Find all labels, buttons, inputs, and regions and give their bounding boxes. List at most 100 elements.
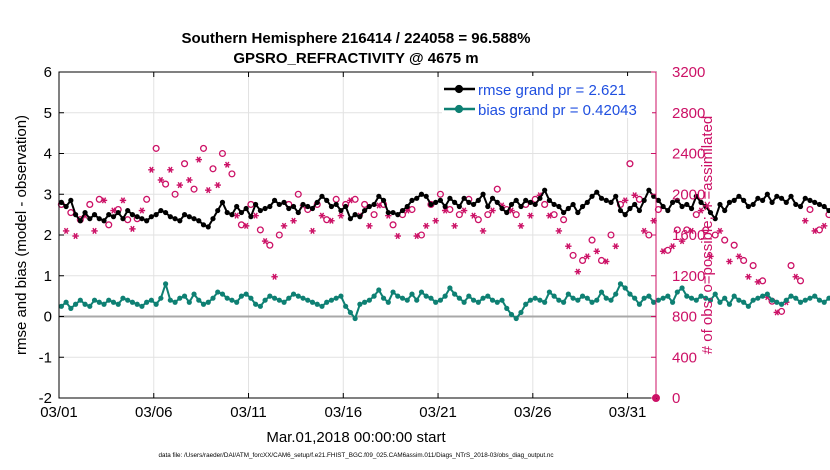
- bias-point: [665, 293, 671, 299]
- bias-point: [390, 289, 396, 295]
- rmse-point: [707, 209, 714, 216]
- obs-assimilated-point: [280, 222, 288, 229]
- bias-point: [470, 297, 477, 303]
- legend-bias-marker: [454, 104, 464, 114]
- obs-assimilated-point: [233, 212, 240, 219]
- bias-point: [603, 295, 609, 301]
- bias-point: [584, 295, 590, 301]
- bias-point: [96, 299, 102, 305]
- rmse-point: [693, 193, 699, 199]
- bias-point: [764, 291, 770, 297]
- bias-point: [641, 295, 647, 301]
- rmse-point: [347, 216, 353, 222]
- bias-point: [238, 293, 245, 299]
- bias-point: [319, 303, 325, 309]
- legend-box: [442, 76, 652, 118]
- bias-point: [362, 299, 368, 305]
- bias-point: [523, 301, 529, 307]
- rmse-point: [679, 203, 685, 210]
- obs-possible-point: [588, 236, 596, 244]
- rmse-point: [793, 201, 799, 208]
- rmse-point: [352, 212, 358, 218]
- bias-point: [466, 293, 472, 299]
- obs-possible-point: [323, 216, 331, 224]
- rmse-point: [163, 209, 169, 216]
- bias-point: [91, 297, 98, 303]
- bias-point: [376, 287, 382, 293]
- y-right-axis-ticks: 0 400 800 1200 1600 2000 2400 2800 3200: [651, 64, 705, 407]
- bias-point: [385, 299, 391, 305]
- rmse-point: [546, 197, 552, 203]
- bias-point: [508, 311, 515, 318]
- bias-point: [210, 295, 216, 301]
- bias-point: [267, 293, 273, 299]
- bias-point: [347, 309, 353, 316]
- obs-possible-point: [569, 251, 577, 259]
- rmse-point: [712, 216, 718, 222]
- obs-possible-point: [105, 221, 113, 229]
- bias-point: [674, 289, 680, 295]
- obs-assimilated-point: [546, 212, 553, 219]
- obs-assimilated-point: [423, 222, 430, 229]
- rmse-point: [466, 199, 472, 205]
- obs-assimilated-point: [716, 227, 724, 235]
- obs-possible-point: [67, 209, 75, 217]
- rmse-point: [494, 199, 500, 205]
- rmse-point: [376, 193, 382, 199]
- bias-point: [688, 295, 695, 301]
- obs-possible-point: [237, 221, 245, 229]
- rmse-point: [760, 197, 766, 203]
- obs-possible-point: [190, 185, 198, 193]
- rmse-point: [172, 216, 178, 222]
- rmse-point: [698, 199, 704, 205]
- bias-point: [309, 299, 316, 305]
- obs-assimilated-point: [640, 227, 648, 235]
- rmse-point: [153, 212, 159, 218]
- bias-point: [570, 295, 576, 301]
- rmse-point: [518, 203, 524, 210]
- rmse-point: [447, 195, 453, 201]
- rmse-point: [598, 195, 605, 201]
- rmse-point: [129, 212, 136, 218]
- bias-point: [437, 297, 444, 303]
- bias-point: [399, 295, 406, 301]
- bias-point: [456, 295, 462, 301]
- obs-possible-point: [86, 200, 94, 208]
- rmse-point: [561, 209, 567, 216]
- bias-point: [276, 297, 282, 303]
- rmse-point: [802, 195, 808, 201]
- bias-point: [589, 299, 595, 305]
- rmse-point: [257, 207, 263, 214]
- rmse-point: [660, 203, 666, 210]
- obs-possible-point: [664, 246, 672, 254]
- bias-point: [504, 305, 510, 311]
- chart-title-line2: GPSRO_REFRACTIVITY @ 4675 m: [233, 50, 478, 67]
- rmse-point: [309, 205, 316, 212]
- obs-possible-point: [181, 160, 189, 168]
- bias-point: [82, 301, 88, 307]
- footnote-data-file: data file: /Users/raeder/DAI/ATM_forcXX/…: [158, 452, 553, 459]
- obs-assimilated-point: [603, 258, 610, 265]
- y-left-axis-label: rmse and bias (model - observation): [13, 115, 30, 355]
- obs-possible-point: [730, 241, 738, 249]
- obs-assimilated-point: [413, 232, 420, 240]
- rmse-point: [485, 203, 491, 210]
- bias-point: [546, 289, 552, 295]
- legend-bias-label: bias grand pr = 0.42043: [478, 102, 637, 119]
- y-left-tick-label: 6: [44, 64, 52, 81]
- rmse-point: [77, 218, 83, 224]
- bias-point: [414, 297, 420, 303]
- rmse-point: [267, 203, 273, 210]
- bias-point: [115, 301, 121, 307]
- obs-possible-point: [721, 236, 729, 244]
- bias-point: [669, 299, 676, 305]
- obs-assimilated-point: [129, 225, 136, 233]
- obs-assimilated-point: [375, 202, 383, 209]
- rmse-point: [651, 193, 657, 199]
- rmse-series: [58, 187, 830, 230]
- obs-possible-point: [484, 211, 492, 219]
- y-left-axis-ticks: -2 -1 0 1 2 3 4 5 6: [39, 64, 64, 407]
- rmse-point: [362, 207, 368, 214]
- bias-point: [295, 293, 301, 299]
- bias-point: [447, 285, 453, 291]
